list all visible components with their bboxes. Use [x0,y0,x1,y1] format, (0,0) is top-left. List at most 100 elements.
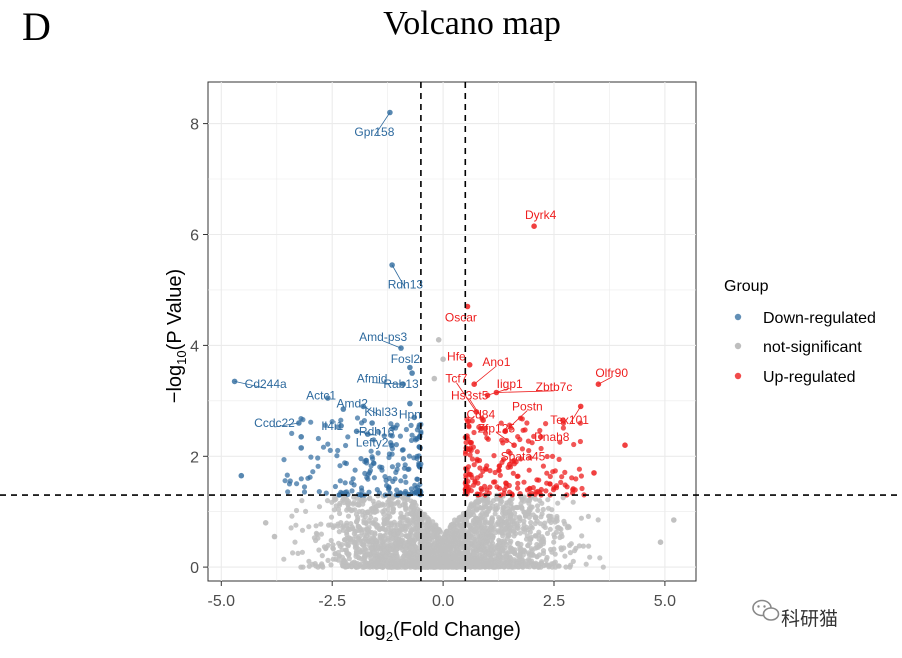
ns-point [391,519,397,525]
ns-point [505,532,511,538]
gene-label: Zbtb7c [536,380,573,394]
down-point [337,492,343,498]
ns-point [457,522,464,528]
down-point [308,454,314,460]
ns-point [344,507,350,513]
gene-label: Spata45 [501,449,546,463]
ns-point [409,562,415,568]
up-point [573,476,579,482]
down-point [389,426,395,432]
down-point [403,479,409,485]
up-point [476,424,482,430]
down-point [398,478,404,484]
up-point [524,420,530,426]
ns-point [385,537,391,543]
ns-point [316,504,323,510]
ns-point [355,523,361,530]
ns-point [373,522,379,528]
ns-point [468,534,475,541]
gene-label: Rab13 [383,377,419,391]
label-connector [496,390,555,393]
ns-point [368,555,374,562]
gene-label: Amd-ps3 [359,330,407,344]
up-point [482,425,489,432]
up-point [501,487,507,493]
ns-point [408,528,415,534]
up-point [503,480,509,486]
ns-point [597,555,603,561]
ns-point [523,536,530,542]
up-point [577,438,584,445]
down-point [379,467,385,473]
down-point [385,486,392,492]
down-point [398,345,404,351]
ns-point [419,554,425,560]
up-point [527,455,533,461]
up-point [476,457,483,464]
ns-point [503,542,509,548]
down-point [359,420,365,426]
down-point [369,420,375,426]
gene-label: Klhl33 [364,405,398,419]
ns-point [392,549,398,556]
plot-panel [207,81,697,582]
ns-point [445,529,451,536]
ns-point [382,548,388,554]
down-point [393,442,399,448]
gene-label: Postn [512,399,543,413]
down-point [338,417,344,423]
up-point [544,470,550,476]
ns-point [403,506,409,512]
down-point [386,475,392,481]
up-point [569,475,575,481]
ns-point [399,514,405,521]
up-point [591,470,597,476]
down-point [382,474,388,480]
ns-point [462,538,468,544]
ns-point [356,500,362,506]
ns-point [368,545,374,551]
ns-point [454,562,460,568]
down-point [371,437,377,443]
up-point [547,481,553,487]
gene-label: Ccdc22 [254,416,295,430]
ns-point [530,562,537,568]
ns-point [331,507,337,513]
label-connector [598,376,612,385]
ns-point [563,564,569,570]
ns-point [546,513,553,519]
ns-point [368,520,375,526]
ns-point [407,537,413,543]
ns-point [550,517,556,523]
gene-label: Iigp1 [497,377,523,391]
up-point [579,485,585,492]
ns-point [503,553,509,559]
ns-point [560,495,566,501]
ns-point [587,554,593,560]
label-connector [469,399,484,421]
ns-point [545,505,552,511]
ns-point [471,556,477,563]
ns-point [459,544,465,551]
down-point [316,489,322,495]
up-point [492,479,498,485]
ns-point [344,520,350,526]
down-point [307,474,313,480]
ns-point [522,548,528,555]
ns-point [475,541,481,547]
down-point [400,456,407,462]
ns-point [385,521,391,528]
legend: Group Down-regulated not-significant Up-… [724,278,876,386]
up-point [463,449,469,455]
up-point [560,417,566,424]
legend-label-ns: not-significant [763,339,862,356]
up-point [537,434,544,440]
down-point [403,426,409,433]
ns-point [402,499,408,505]
ns-point [521,509,527,515]
up-point [537,427,543,434]
ns-point [473,529,480,535]
ns-point [353,564,359,570]
ns-point [384,544,391,550]
